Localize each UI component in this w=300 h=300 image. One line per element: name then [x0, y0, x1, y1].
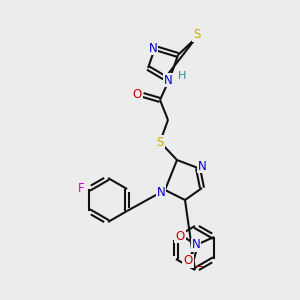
Text: O: O [132, 88, 142, 101]
Text: S: S [156, 136, 164, 148]
Text: −: − [194, 262, 204, 272]
Text: N: N [192, 238, 200, 251]
Text: H: H [178, 71, 186, 81]
Text: O: O [183, 254, 193, 268]
Text: N: N [198, 160, 206, 172]
Text: O: O [176, 230, 185, 242]
Text: S: S [193, 28, 201, 41]
Text: F: F [78, 182, 84, 196]
Text: N: N [164, 74, 172, 86]
Text: N: N [148, 41, 158, 55]
Text: N: N [157, 185, 165, 199]
